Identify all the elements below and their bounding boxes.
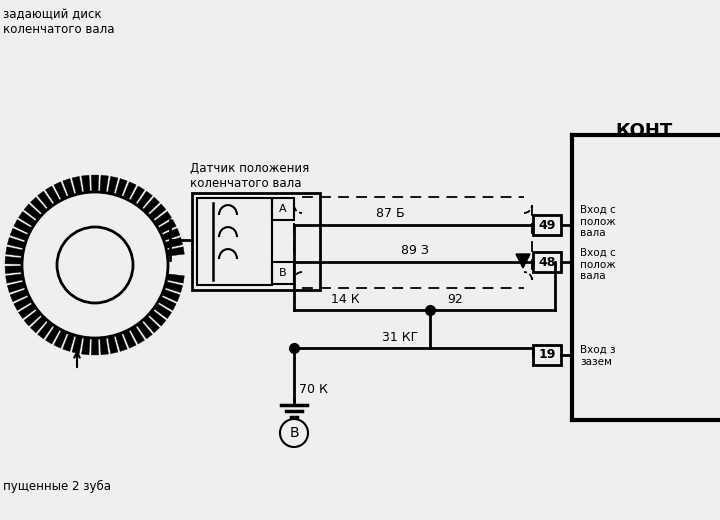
Polygon shape: [164, 282, 183, 293]
Polygon shape: [6, 247, 24, 256]
Polygon shape: [14, 219, 32, 233]
Polygon shape: [19, 212, 36, 227]
Text: 87 Б: 87 Б: [376, 207, 405, 220]
Polygon shape: [115, 178, 127, 197]
Polygon shape: [148, 310, 166, 326]
Text: Датчик положения
коленчатого вала: Датчик положения коленчатого вала: [190, 162, 310, 190]
Polygon shape: [14, 296, 32, 310]
Polygon shape: [81, 175, 90, 193]
Polygon shape: [108, 176, 118, 194]
Polygon shape: [24, 310, 41, 326]
Polygon shape: [10, 289, 28, 302]
Text: В: В: [279, 268, 287, 278]
Polygon shape: [153, 212, 171, 227]
Polygon shape: [158, 296, 176, 310]
Polygon shape: [148, 204, 166, 220]
Polygon shape: [72, 335, 82, 354]
Polygon shape: [63, 178, 75, 197]
Text: 14 К: 14 К: [330, 293, 359, 306]
Text: задающий диск
коленчатого вала: задающий диск коленчатого вала: [3, 8, 114, 36]
Polygon shape: [100, 337, 109, 355]
Polygon shape: [19, 304, 36, 319]
Text: В: В: [289, 426, 299, 440]
Bar: [272, 198, 294, 220]
Polygon shape: [72, 176, 82, 194]
Text: А: А: [279, 204, 287, 214]
Polygon shape: [10, 228, 28, 241]
Text: 31 КГ: 31 КГ: [382, 331, 418, 344]
Polygon shape: [123, 182, 136, 200]
Text: 19: 19: [539, 348, 556, 361]
Polygon shape: [7, 282, 25, 293]
Polygon shape: [130, 186, 145, 204]
Bar: [197, 198, 272, 285]
Bar: [533, 215, 561, 235]
Polygon shape: [91, 338, 99, 355]
Circle shape: [22, 192, 168, 338]
Text: 49: 49: [539, 218, 556, 231]
Polygon shape: [130, 326, 145, 344]
Polygon shape: [137, 321, 153, 339]
Polygon shape: [108, 335, 118, 354]
Polygon shape: [30, 316, 47, 333]
Text: пущенные 2 зуба: пущенные 2 зуба: [3, 480, 111, 493]
Polygon shape: [100, 175, 109, 193]
Polygon shape: [162, 228, 180, 241]
Bar: [272, 262, 294, 284]
Text: 70 К: 70 К: [299, 383, 328, 396]
Polygon shape: [5, 266, 22, 274]
Polygon shape: [54, 182, 67, 200]
Polygon shape: [516, 254, 530, 268]
Polygon shape: [37, 191, 53, 209]
Text: КОНТ: КОНТ: [615, 122, 672, 140]
Polygon shape: [153, 304, 171, 319]
Polygon shape: [37, 321, 53, 339]
Polygon shape: [158, 219, 176, 233]
Text: Вход с
полож
вала: Вход с полож вала: [580, 248, 616, 281]
Polygon shape: [143, 316, 160, 333]
Polygon shape: [166, 247, 184, 256]
Text: Вход с
полож
вала: Вход с полож вала: [580, 205, 616, 238]
Polygon shape: [24, 204, 41, 220]
Polygon shape: [137, 191, 153, 209]
Polygon shape: [30, 197, 47, 214]
Text: 92: 92: [447, 293, 463, 306]
Polygon shape: [81, 337, 90, 355]
Polygon shape: [162, 289, 180, 302]
Text: 48: 48: [539, 255, 556, 268]
Bar: [533, 252, 561, 272]
Text: Вход з
зазем: Вход з зазем: [580, 345, 616, 367]
Bar: [533, 345, 561, 365]
Polygon shape: [123, 330, 136, 348]
Polygon shape: [164, 237, 183, 249]
Polygon shape: [6, 274, 24, 283]
Polygon shape: [115, 333, 127, 352]
Polygon shape: [5, 256, 22, 264]
Polygon shape: [54, 330, 67, 348]
Circle shape: [57, 227, 133, 303]
Polygon shape: [63, 333, 75, 352]
Polygon shape: [45, 326, 60, 344]
Polygon shape: [91, 175, 99, 192]
Text: 89 З: 89 З: [401, 244, 429, 257]
Bar: [192, 193, 320, 290]
Polygon shape: [166, 274, 184, 283]
Polygon shape: [7, 237, 25, 249]
Polygon shape: [143, 197, 160, 214]
Polygon shape: [45, 186, 60, 204]
